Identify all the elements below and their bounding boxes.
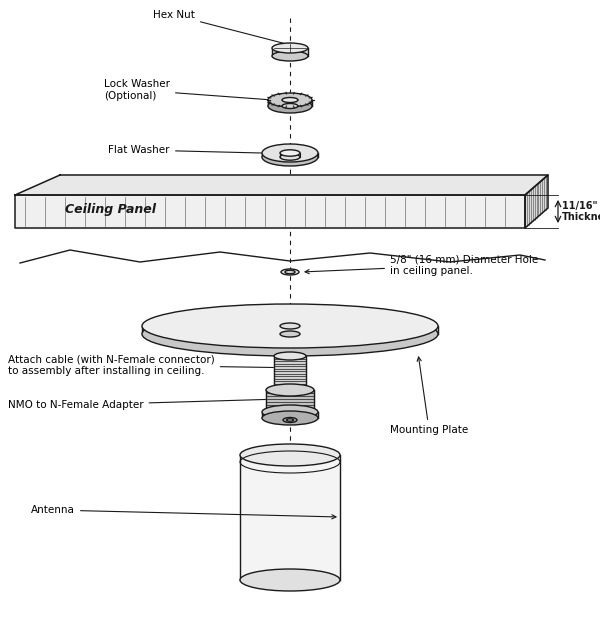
- Ellipse shape: [285, 271, 295, 274]
- Ellipse shape: [240, 569, 340, 591]
- Ellipse shape: [280, 331, 300, 337]
- Text: 5/8" (16 mm) Diameter Hole
in ceiling panel.: 5/8" (16 mm) Diameter Hole in ceiling pa…: [305, 254, 538, 276]
- Polygon shape: [15, 195, 525, 228]
- Text: Mounting Plate: Mounting Plate: [390, 357, 468, 435]
- Polygon shape: [262, 412, 318, 418]
- Ellipse shape: [272, 43, 308, 53]
- Polygon shape: [262, 153, 318, 157]
- Polygon shape: [240, 455, 340, 580]
- Polygon shape: [268, 100, 312, 106]
- Ellipse shape: [274, 352, 306, 360]
- Polygon shape: [274, 356, 306, 390]
- Text: NMO to N-Female Adapter: NMO to N-Female Adapter: [8, 396, 312, 410]
- Ellipse shape: [262, 148, 318, 166]
- Ellipse shape: [268, 99, 312, 113]
- Ellipse shape: [272, 51, 308, 61]
- Ellipse shape: [142, 312, 438, 356]
- Polygon shape: [272, 48, 308, 56]
- Text: Lock Washer
(Optional): Lock Washer (Optional): [104, 79, 296, 104]
- Polygon shape: [266, 390, 314, 412]
- Ellipse shape: [240, 444, 340, 466]
- Ellipse shape: [274, 386, 306, 394]
- Ellipse shape: [280, 323, 300, 329]
- Ellipse shape: [266, 384, 314, 396]
- Ellipse shape: [281, 269, 299, 275]
- Text: Antenna: Antenna: [31, 505, 336, 519]
- Ellipse shape: [262, 144, 318, 162]
- Text: Ceiling Panel: Ceiling Panel: [65, 203, 156, 216]
- Ellipse shape: [282, 104, 298, 109]
- Text: Flat Washer: Flat Washer: [109, 145, 298, 156]
- Text: 11/16" (17.4 mm) Maximum Ceiling
Thickness: 11/16" (17.4 mm) Maximum Ceiling Thickne…: [562, 201, 600, 222]
- Ellipse shape: [280, 154, 300, 160]
- Ellipse shape: [280, 150, 300, 156]
- Ellipse shape: [262, 411, 318, 425]
- Polygon shape: [525, 175, 548, 228]
- Polygon shape: [142, 326, 438, 334]
- Ellipse shape: [142, 304, 438, 348]
- Ellipse shape: [287, 419, 293, 421]
- Ellipse shape: [268, 93, 312, 107]
- Text: Attach cable (with N-Female connector)
to assembly after installing in ceiling.: Attach cable (with N-Female connector) t…: [8, 354, 303, 376]
- Ellipse shape: [282, 98, 298, 102]
- Polygon shape: [15, 175, 548, 195]
- Ellipse shape: [262, 405, 318, 419]
- Text: Hex Nut: Hex Nut: [153, 10, 294, 47]
- Ellipse shape: [283, 417, 297, 422]
